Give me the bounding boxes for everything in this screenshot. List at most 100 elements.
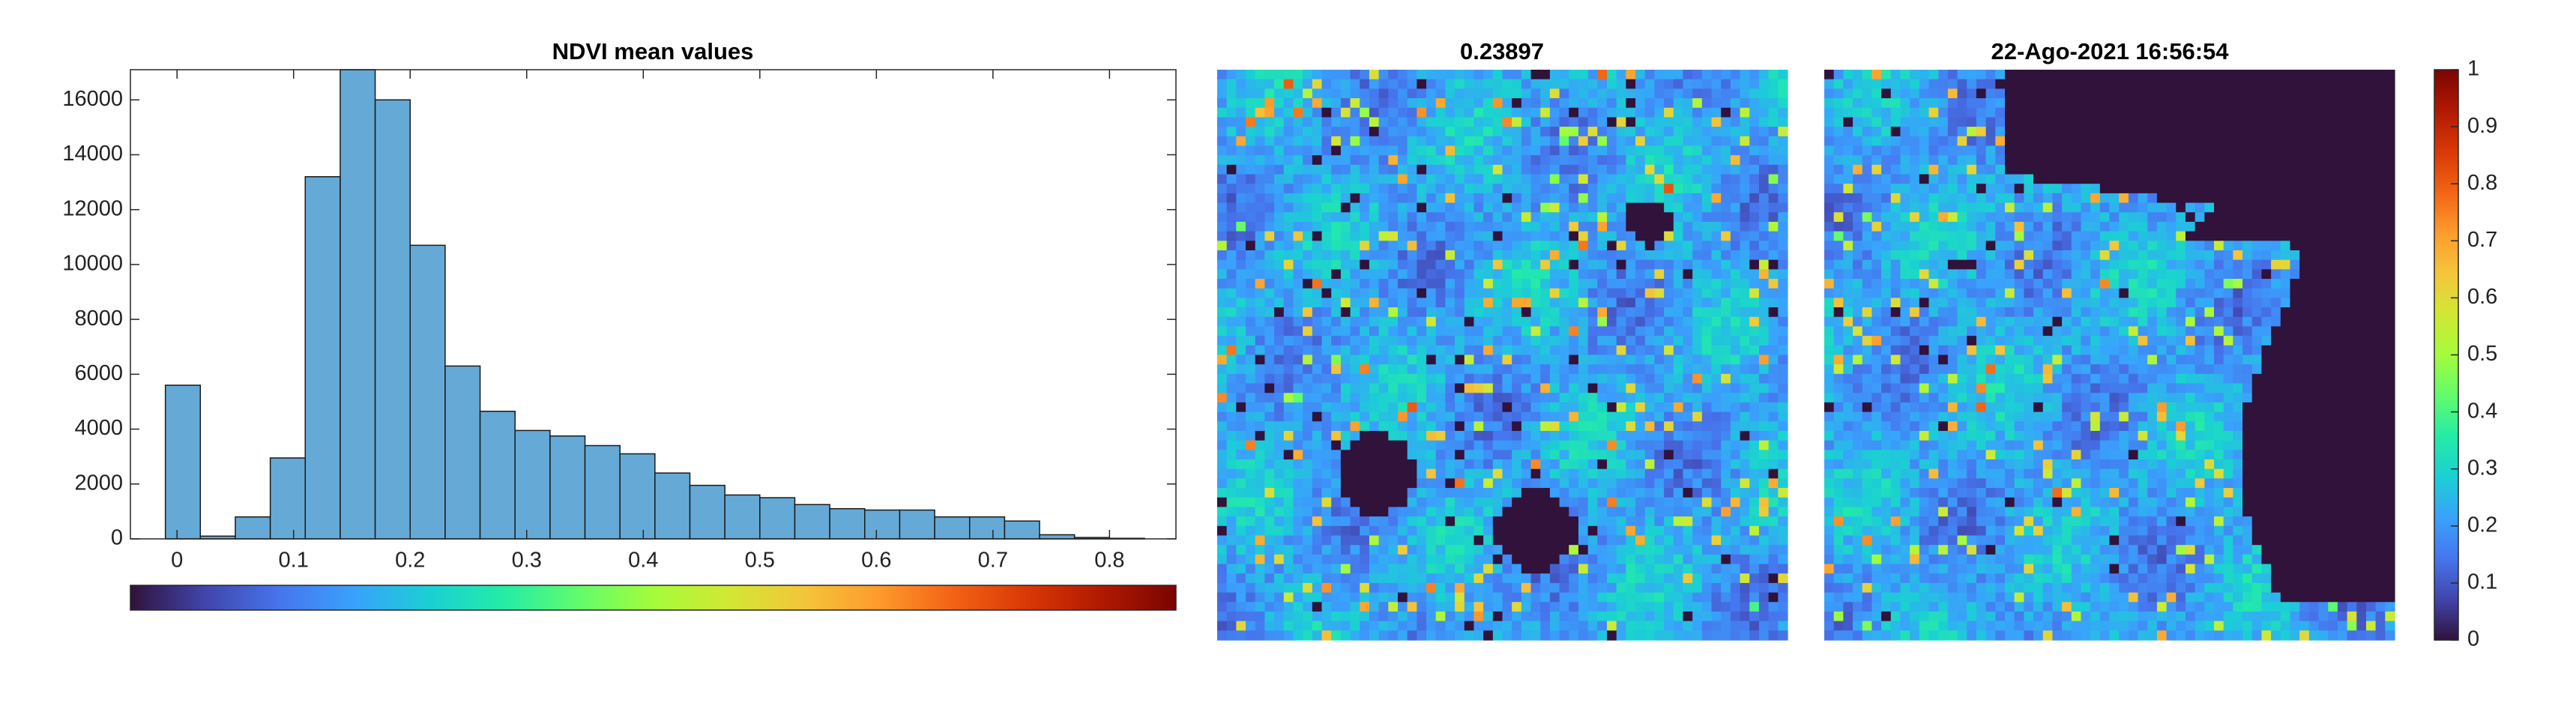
image-pixel — [1312, 316, 1323, 328]
image-pixel — [1587, 602, 1598, 612]
image-pixel — [1768, 421, 1779, 432]
image-pixel — [1274, 516, 1285, 527]
image-pixel — [1683, 241, 1693, 251]
image-pixel — [1264, 440, 1275, 450]
image-pixel — [2071, 127, 2082, 137]
image-pixel — [2024, 117, 2034, 127]
image-pixel — [1569, 202, 1579, 213]
image-pixel — [1569, 421, 1579, 432]
image-pixel — [1369, 554, 1380, 565]
image-pixel — [1910, 221, 1920, 232]
image-pixel — [1843, 184, 1853, 194]
image-pixel — [1473, 383, 1484, 393]
image-pixel — [1616, 564, 1626, 574]
image-pixel — [1673, 336, 1684, 346]
image-pixel — [1635, 488, 1646, 498]
image-pixel — [2052, 117, 2063, 127]
image-pixel — [1274, 393, 1285, 403]
image-pixel — [1455, 221, 1465, 232]
image-pixel — [2328, 259, 2338, 270]
image-pixel — [1255, 393, 1266, 403]
image-pixel — [1587, 345, 1598, 356]
image-pixel — [1264, 326, 1275, 337]
image-pixel — [1569, 164, 1579, 175]
image-pixel — [1492, 564, 1503, 574]
image-pixel — [1521, 202, 1532, 213]
image-pixel — [1502, 307, 1512, 318]
image-pixel — [1758, 383, 1770, 393]
image-pixel — [2185, 155, 2196, 166]
image-pixel — [1654, 212, 1665, 223]
image-pixel — [1910, 259, 1920, 270]
image-pixel — [1683, 212, 1693, 223]
image-pixel — [1473, 88, 1484, 99]
image-pixel — [1607, 345, 1617, 356]
image-pixel — [1417, 250, 1427, 261]
image-pixel — [2119, 202, 2129, 213]
image-pixel — [1587, 155, 1598, 166]
image-pixel — [1607, 402, 1617, 413]
image-pixel — [1293, 107, 1303, 118]
image-pixel — [2071, 184, 2082, 194]
image-pixel — [1445, 98, 1456, 109]
image-pixel — [1236, 602, 1246, 612]
image-pixel — [2062, 98, 2072, 109]
image-pixel — [1512, 373, 1522, 384]
image-pixel — [1559, 421, 1569, 432]
image-pixel — [1749, 164, 1760, 175]
image-pixel — [1985, 212, 1996, 223]
image-pixel — [1673, 316, 1684, 328]
image-pixel — [1303, 241, 1313, 251]
image-pixel — [1701, 450, 1713, 460]
image-pixel — [1824, 259, 1835, 270]
image-pixel — [1587, 450, 1598, 460]
image-pixel — [1369, 298, 1380, 308]
image-pixel — [1578, 193, 1589, 204]
image-pixel — [1890, 174, 1901, 184]
image-pixel — [1730, 193, 1741, 204]
image-pixel — [1217, 127, 1228, 137]
image-pixel — [2042, 79, 2053, 89]
image-pixel — [1378, 573, 1389, 584]
image-pixel — [1455, 316, 1465, 328]
image-pixel — [1502, 145, 1512, 156]
image-pixel — [2156, 259, 2168, 270]
image-pixel — [1995, 145, 2006, 156]
image-pixel — [1664, 459, 1674, 470]
image-pixel — [1862, 88, 1873, 99]
image-pixel — [1350, 507, 1360, 517]
image-pixel — [1881, 221, 1892, 232]
image-pixel — [1928, 127, 1939, 137]
image-pixel — [1778, 411, 1788, 422]
image-pixel — [1283, 393, 1294, 403]
image-pixel — [1995, 212, 2006, 223]
image-pixel — [1559, 98, 1569, 109]
image-pixel — [1730, 488, 1741, 498]
image-pixel — [1607, 525, 1617, 537]
image-pixel — [1417, 582, 1427, 594]
image-pixel — [2337, 155, 2348, 166]
image-pixel — [1236, 316, 1246, 328]
image-pixel — [1455, 383, 1465, 393]
image-pixel — [1426, 193, 1437, 204]
image-pixel — [1833, 155, 1844, 166]
image-pixel — [1283, 611, 1294, 622]
image-pixel — [1331, 316, 1342, 328]
image-pixel — [2375, 193, 2386, 204]
image-pixel — [1578, 345, 1589, 356]
image-pixel — [1445, 450, 1456, 460]
image-pixel — [1264, 221, 1275, 232]
image-pixel — [1616, 117, 1626, 127]
image-pixel — [1246, 231, 1256, 241]
image-pixel — [1312, 497, 1323, 508]
image-pixel — [2185, 193, 2196, 204]
image-pixel — [1226, 535, 1237, 546]
image-pixel — [1749, 630, 1760, 641]
image-pixel — [1673, 497, 1684, 508]
image-pixel — [1492, 364, 1503, 375]
image-pixel — [1758, 630, 1770, 641]
image-pixel — [2090, 193, 2101, 204]
image-pixel — [1274, 336, 1285, 346]
image-pixel — [1512, 535, 1522, 546]
image-pixel — [1473, 478, 1484, 489]
